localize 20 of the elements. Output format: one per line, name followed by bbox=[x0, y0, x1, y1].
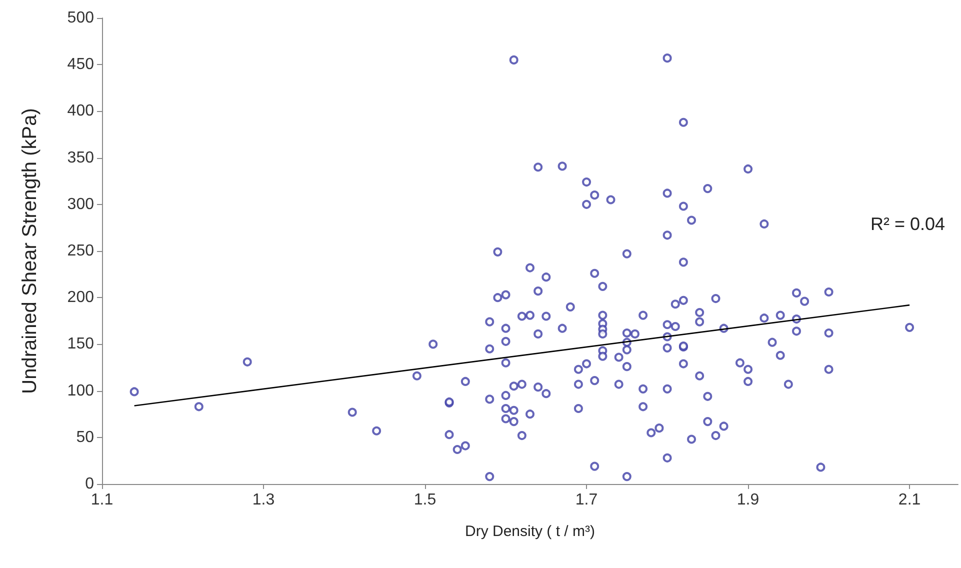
x-tick-label: 1.7 bbox=[575, 492, 598, 508]
y-tick-label: 450 bbox=[67, 56, 94, 74]
y-axis-title: Undrained Shear Strength (kPa) bbox=[19, 108, 41, 394]
y-tick-label: 300 bbox=[67, 196, 94, 213]
x-tick-label: 1.3 bbox=[252, 492, 275, 508]
y-tick-label: 400 bbox=[67, 102, 94, 120]
y-tick-label: 50 bbox=[76, 428, 94, 446]
y-tick-label: 250 bbox=[67, 242, 94, 260]
x-tick-label: 2.1 bbox=[898, 492, 921, 508]
y-tick-label: 0 bbox=[85, 476, 94, 492]
x-tick-label: 1.5 bbox=[414, 492, 436, 508]
x-axis-title: Dry Density ( t / m³) bbox=[465, 523, 595, 540]
x-tick-label: 1.1 bbox=[90, 492, 114, 508]
y-tick-label: 100 bbox=[67, 382, 94, 400]
annotation: R² = 0.04 bbox=[870, 214, 946, 234]
y-tick-label: 500 bbox=[67, 10, 94, 26]
y-tick-label: 200 bbox=[67, 289, 94, 306]
y-tick-label: 350 bbox=[67, 149, 94, 166]
x-tick-label: 1.9 bbox=[736, 492, 760, 508]
y-tick-label: 150 bbox=[67, 336, 94, 353]
